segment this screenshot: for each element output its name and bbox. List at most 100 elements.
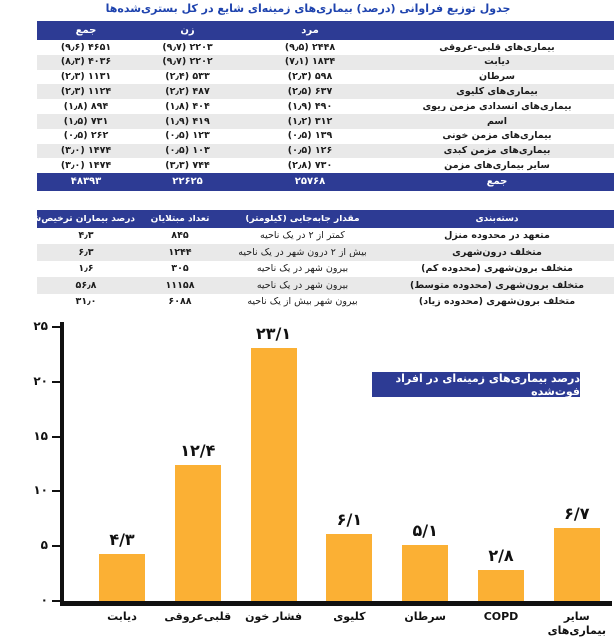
y-tick-label: ۲۰ [33,373,48,388]
cell-female: ۷۴۴ (۳٫۳) [165,161,210,171]
table-row: ۱۴۷۴ (۳٫۰) ۱۰۳ (۰٫۵) ۱۲۶ (۰٫۵) بیماری‌های م… [37,143,614,159]
cell-disease: آسم [486,116,508,127]
x-axis-label: COPD [455,610,547,624]
bar-value-label: ۱۲/۴ [180,441,216,461]
footer-label: جمع [486,177,508,188]
table-row: ۴۰۳۶ (۸٫۳) ۲۲۰۲ (۹٫۷) ۱۸۳۴ (۷٫۱) دیابت [37,54,614,70]
table-header-row: درصد بیماران ترخیص‌شده تعداد مبتلایان مق… [37,210,614,228]
y-tick-mark [52,435,60,438]
bar [250,347,297,601]
table-row: ۱۱۲۴ (۲٫۳) ۴۸۷ (۲٫۲) ۶۳۷ (۲٫۵) بیماری‌های ک… [37,84,614,100]
cell-disease: بیماری‌های مزمن خونی [442,131,552,141]
cell-displacement: بیش از ۲ درون شهر در یک ناحیه [238,247,367,258]
cell-male: ۵۹۸ (۲٫۳) [287,72,333,82]
cell-male: ۳۱۲ (۱٫۲) [287,116,333,127]
cell-displacement: بیرون شهر در یک ناحیه [256,264,349,274]
x-axis-label-line: فشار خون [245,610,303,623]
y-tick-label: ۰ [40,593,48,607]
cell-total: ۷۳۱ (۱٫۵) [63,116,109,127]
table-row: ۶٫۳ ۱۲۴۴ بیش از ۲ درون شهر در یک ناحیه متخل… [37,244,614,261]
cell-male: ۱۲۶ (۰٫۵) [287,146,333,156]
hospitalized-diseases-table: جمع زن مرد ۴۶۵۱ (۹٫۶) ۲۲۰۳ (۹٫۷) ۲۴۴۸ (۹٫۵… [37,21,614,192]
table-body: ۴٫۳ ۸۴۵ کمتر از ۲ در یک ناحیه متعهد در محدو… [37,228,614,310]
header-discharged: درصد بیماران ترخیص‌شده [37,214,135,224]
table-row: ۴٫۳ ۸۴۵ کمتر از ۲ در یک ناحیه متعهد در محدو… [37,228,614,245]
cell-total: ۲۶۲ (۰٫۵) [63,131,109,141]
cell-discharged: ۵۶٫۸ [75,280,97,291]
header-male: مرد [301,25,319,36]
table-header-row: جمع زن مرد [37,21,614,40]
cell-discharged: ۳۱٫۰ [75,297,97,307]
cell-disease: بیماری‌های مزمن کبدی [443,146,551,156]
cell-displacement: کمتر از ۲ در یک ناحیه [260,231,345,241]
footer-total: ۴۸۳۹۳ [70,177,102,188]
cell-total: ۸۹۴ (۱٫۸) [63,101,109,112]
x-axis-label: دیابت [76,610,168,624]
footer-male: ۲۵۷۶۸ [294,177,326,188]
x-axis-label-line: سایر [563,610,590,623]
header-total: جمع [75,25,97,36]
cell-disease: سایر بیماری‌های مزمن [444,161,550,171]
cell-disease: دیابت [484,57,510,67]
page-title: جدول توزیع فراوانی (درصد) بیماری‌های زمی… [105,2,511,15]
cell-disease: بیماری‌های قلبی-عروقی [439,42,555,53]
cell-patients: ۸۴۵ [171,231,189,241]
cell-total: ۱۱۳۱ (۲٫۳) [60,72,112,82]
cell-displacement: بیرون شهر بیش از یک ناحیه [247,297,358,307]
y-tick-mark [52,545,60,548]
cell-male: ۶۳۷ (۲٫۵) [287,87,333,97]
cell-category: متخلف برون‌شهری (محدوده کم) [421,264,573,274]
table-row: ۳۱٫۰ ۶۰۸۸ بیرون شهر بیش از یک ناحیه متخلف ب… [37,293,614,310]
y-tick-label: ۲۵ [33,319,48,333]
cell-female: ۱۲۳ (۰٫۵) [165,131,210,141]
bar-value-label: ۴/۳ [109,529,135,549]
cell-male: ۷۳۰ (۲٫۸) [287,161,333,171]
cell-disease: بیماری‌های انسدادی مزمن ریوی [422,101,572,112]
bar-value-label: ۶/۱ [336,510,363,530]
table-row: ۵۶٫۸ ۱۱۱۵۸ بیرون شهر در یک ناحیه متخلف برون… [37,277,614,294]
cell-female: ۵۳۳ (۲٫۴) [165,72,210,82]
x-axis-label-line: سرطان [404,610,446,623]
bar [99,553,145,601]
cell-discharged: ۴٫۳ [78,231,94,241]
y-tick-mark [52,600,60,602]
x-axis-label-line: دیابت [107,610,137,623]
header-female: زن [180,25,195,36]
bar-value-label: ۲/۸ [488,546,514,566]
cell-displacement: بیرون شهر در یک ناحیه [256,280,349,291]
cell-male: ۴۹۰ (۱٫۹) [287,101,333,112]
cell-disease: بیماری‌های کلیوی [456,87,538,97]
cell-female: ۴۱۹ (۱٫۹) [165,116,210,127]
cell-patients: ۱۱۱۵۸ [165,280,195,291]
y-tick-mark [52,490,60,493]
footer-female: ۲۲۶۲۵ [172,177,203,188]
y-tick-mark [52,380,60,383]
x-axis-label-line: کلیوی [333,610,366,623]
x-axis-label: فشار خون [228,610,320,624]
cell-discharged: ۶٫۳ [78,247,94,258]
chart-legend: درصد بیماری‌های زمینه‌ای در افراد فوت‌شد… [372,372,580,398]
cell-total: ۴۶۵۱ (۹٫۶) [60,42,112,53]
y-tick-label: ۵ [40,538,48,553]
table-footer-row: ۴۸۳۹۳ ۲۲۶۲۵ ۲۵۷۶۸ جمع [37,173,614,192]
displacement-table: درصد بیماران ترخیص‌شده تعداد مبتلایان مق… [37,210,614,310]
x-axis-label-line: قلبی‌عروقی [164,610,232,623]
cell-female: ۲۲۰۲ (۹٫۷) [162,57,213,67]
table-row: ۱۱۳۱ (۲٫۳) ۵۳۳ (۲٫۴) ۵۹۸ (۲٫۳) سرطان [37,69,614,85]
cell-disease: سرطان [479,72,515,82]
table-row: ۱٫۶ ۳۰۵ بیرون شهر در یک ناحیه متخلف برون‌شه… [37,260,614,278]
bar [326,534,373,601]
table-row: ۴۶۵۱ (۹٫۶) ۲۲۰۳ (۹٫۷) ۲۴۴۸ (۹٫۵) بیماری‌های… [37,40,614,55]
table-body: ۴۶۵۱ (۹٫۶) ۲۲۰۳ (۹٫۷) ۲۴۴۸ (۹٫۵) بیماری‌های… [37,40,614,174]
y-axis [60,322,64,606]
cell-female: ۴۸۷ (۲٫۲) [165,87,210,97]
y-tick-label: ۱۰ [33,483,48,498]
bar [478,570,524,601]
cell-category: متخلف برون‌شهری (محدوده متوسط) [410,280,584,291]
cell-male: ۱۸۳۴ (۷٫۱) [284,57,336,67]
cell-male: ۲۴۴۸ (۹٫۵) [284,42,336,53]
cell-patients: ۶۰۸۸ [168,297,192,307]
table-row: ۱۴۷۴ (۳٫۰) ۷۴۴ (۳٫۳) ۷۳۰ (۲٫۸) سایر بیماری‌… [37,158,614,174]
x-axis-label: قلبی‌عروقی [152,610,244,624]
